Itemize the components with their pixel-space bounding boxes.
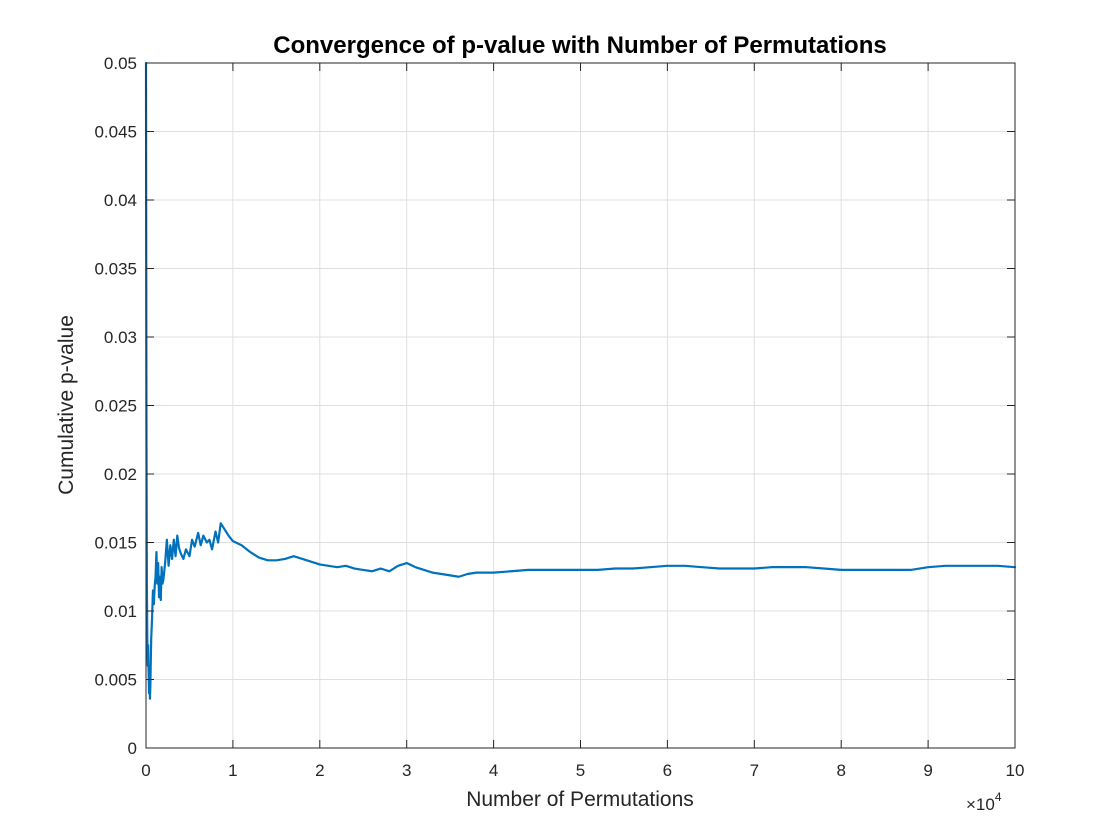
x-tick-label: 0: [141, 761, 150, 780]
x-axis-label: Number of Permutations: [466, 788, 694, 811]
y-tick-label: 0.05: [104, 54, 137, 73]
y-tick-label: 0: [128, 739, 137, 758]
y-tick-label: 0.025: [94, 397, 137, 416]
x-tick-label: 9: [923, 761, 932, 780]
y-tick-label: 0.03: [104, 328, 137, 347]
y-tick-label: 0.035: [94, 260, 137, 279]
x-axis-multiplier: ×104: [966, 790, 1002, 814]
x-tick-label: 3: [402, 761, 411, 780]
series-line-cumulative-p-value: [144, 61, 1017, 700]
x-tick-label: 5: [576, 761, 585, 780]
ticks: 0 1 2 3 4 5 6 7 8 9 10 0 0.005 0.01 0.015 0.02 0.025 0.03…: [94, 54, 1024, 780]
chart-title: Convergence of p-value with Number of Pe…: [273, 32, 886, 59]
x-axis-multiplier-exponent: 4: [995, 790, 1002, 804]
x-tick-label: 1: [228, 761, 237, 780]
x-axis-multiplier-base: ×10: [966, 795, 995, 814]
x-tick-label: 8: [836, 761, 845, 780]
y-tick-label: 0.005: [94, 671, 137, 690]
y-tick-label: 0.04: [104, 191, 137, 210]
series-layer: [144, 61, 1017, 700]
y-tick-label: 0.015: [94, 534, 137, 553]
y-axis-label: Cumulative p-value: [55, 315, 78, 495]
x-tick-label: 6: [663, 761, 672, 780]
x-tick-label: 2: [315, 761, 324, 780]
y-tick-label: 0.02: [104, 465, 137, 484]
x-tick-label: 10: [1006, 761, 1025, 780]
y-tick-label: 0.01: [104, 602, 137, 621]
x-tick-label: 4: [489, 761, 498, 780]
grid: [146, 63, 1015, 748]
x-tick-label: 7: [750, 761, 759, 780]
y-tick-label: 0.045: [94, 123, 137, 142]
